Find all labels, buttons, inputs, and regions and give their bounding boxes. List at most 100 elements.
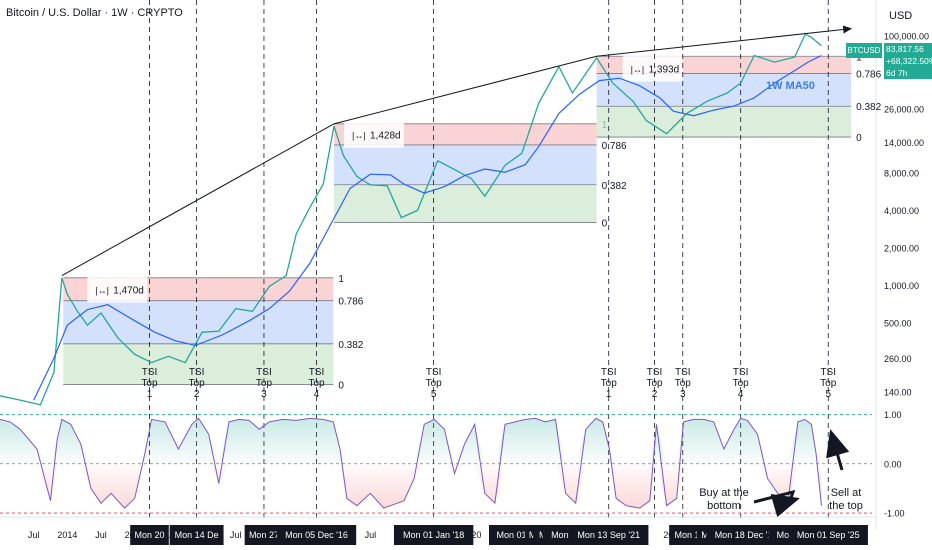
fib-level-label: 0.786 — [338, 297, 363, 308]
duration-box — [343, 121, 404, 148]
price-tag: BTCUSD 83,817.56 +68,322.50% 6d 7h — [846, 43, 932, 83]
tsi-top-label: 3 — [261, 389, 267, 400]
fib-zone-mid — [63, 300, 334, 344]
time-axis-tooltip-label: Mon 20 — [134, 530, 164, 540]
time-axis-tooltip-label: Mon 13 F — [675, 530, 714, 540]
time-axis-tooltip-label: Mon 27 — [249, 530, 279, 540]
sell-annotation: Sell at the top — [829, 487, 863, 512]
price-axis-tick: 1,000.00 — [884, 281, 919, 291]
tsi-top-label: Top — [308, 378, 325, 389]
duration-label: 1,470d — [113, 286, 144, 297]
tsi-top-label: 1 — [606, 389, 612, 400]
chart-title: Bitcoin / U.S. Dollar · 1W · CRYPTO — [6, 7, 183, 19]
price-tag-countdown: 6d 7h — [884, 67, 932, 79]
price-tag-price: 83,817.56 — [884, 43, 932, 55]
time-axis-tooltip-label: Mon 01 Jul — [496, 530, 540, 540]
fib-level-label: 0.786 — [602, 141, 627, 152]
fib-level-label: 0.382 — [856, 102, 881, 113]
tsi-top-label: Top — [141, 378, 158, 389]
tsi-top-label: 5 — [825, 389, 831, 400]
time-axis-tick: Jul — [230, 530, 242, 540]
osc-fill-positive — [0, 418, 822, 464]
price-tag-symbol: BTCUSD — [846, 43, 882, 58]
time-axis-tooltip — [130, 525, 169, 545]
osc-axis-tick: -1.00 — [884, 509, 905, 519]
time-axis-tooltip — [169, 525, 224, 545]
price-axis-tick: 26,000.00 — [884, 105, 924, 115]
price-axis-tick: 140.00 — [884, 387, 912, 397]
price-tag-change: +68,322.50% — [884, 55, 932, 67]
duration-box — [622, 55, 683, 82]
tsi-top-label: TSI — [142, 367, 158, 378]
ma-label: 1W MA50 — [766, 80, 815, 92]
fib-level-label: 0 — [602, 218, 608, 229]
cycle-trendline — [61, 25, 853, 276]
tsi-top-label: TSI — [426, 367, 442, 378]
tsi-top-label: TSI — [647, 367, 663, 378]
buy-annotation: Buy at the bottom — [699, 487, 749, 512]
time-axis-tooltip — [706, 525, 786, 545]
time-axis-tooltip-label: Mon 01 Sep '25 — [797, 530, 860, 540]
fib-level-label: 0.382 — [602, 181, 627, 192]
tsi-top-label: 4 — [314, 389, 320, 400]
time-axis-tick: Jul — [365, 530, 377, 540]
tsi-top-label: Top — [675, 378, 692, 389]
fib-level-label: 0.786 — [856, 70, 881, 81]
time-axis-tooltip — [244, 525, 284, 545]
time-axis-tick: 2014 — [57, 530, 77, 540]
price-series-line — [0, 33, 822, 406]
fib-level-label: 0 — [856, 133, 862, 144]
tsi-top-label: 2 — [194, 389, 200, 400]
time-axis-tooltip-label: Mon 18 Dec '23 — [715, 530, 778, 540]
tsi-top-label: TSI — [189, 367, 205, 378]
osc-series-line — [0, 417, 822, 509]
tsi-top-label: Top — [426, 378, 443, 389]
price-axis-tick: 4,000.00 — [884, 206, 919, 216]
price-axis-tick: 2,000.00 — [884, 243, 919, 253]
ma50-series-line — [33, 54, 822, 401]
time-axis-tooltip — [393, 525, 474, 545]
tsi-top-label: Top — [256, 378, 273, 389]
tsi-top-label: TSI — [733, 367, 749, 378]
time-axis-tooltip-label: Mon 14 De — [175, 530, 219, 540]
tsi-top-label: 5 — [431, 389, 437, 400]
tsi-top-label: TSI — [601, 367, 617, 378]
currency-label: USD — [889, 10, 913, 22]
price-axis-tick: 500.00 — [884, 318, 912, 328]
range-icon: |↔| — [352, 131, 366, 141]
buy-arrow — [753, 489, 800, 518]
osc-axis-tick: 1.00 — [884, 410, 902, 420]
time-axis-tooltip-label: Mon 01 Jan '18 — [403, 530, 464, 540]
time-axis-tick: Jul — [95, 530, 107, 540]
duration-label: 1,393d — [649, 65, 680, 76]
price-axis-tick: 260.00 — [884, 354, 912, 364]
fib-zone-bottom — [63, 343, 334, 385]
duration-box — [87, 276, 148, 303]
time-axis-tooltip — [788, 525, 868, 545]
tsi-top-label: TSI — [820, 367, 836, 378]
time-axis-tooltip — [569, 525, 649, 545]
tsi-top-label: Top — [733, 378, 750, 389]
tsi-top-label: TSI — [309, 367, 325, 378]
tsi-top-label: 1 — [147, 389, 153, 400]
tsi-top-label: 2 — [652, 389, 658, 400]
tsi-top-label: TSI — [675, 367, 691, 378]
tsi-top-label: Top — [189, 378, 206, 389]
tsi-top-label: Top — [601, 378, 618, 389]
range-icon: |↔| — [95, 286, 109, 296]
fib-level-label: 1 — [338, 274, 344, 285]
time-axis-tick: Jul — [28, 530, 40, 540]
fib-zone-bottom — [333, 184, 597, 223]
sell-arrow — [826, 429, 850, 471]
range-icon: |↔| — [631, 65, 645, 75]
duration-label: 1,428d — [370, 131, 401, 142]
time-axis-tooltip-label: Mon 05 Dec '16 — [285, 530, 348, 540]
fib-level-label: 0 — [338, 381, 344, 392]
price-axis-tick: 14,000.00 — [884, 138, 924, 148]
tsi-top-label: 4 — [738, 389, 744, 400]
time-axis-tooltip-label: Mon 13 Sep '21 — [577, 530, 640, 540]
tsi-top-label: Top — [820, 378, 837, 389]
price-axis-tick: 8,000.00 — [884, 168, 919, 178]
